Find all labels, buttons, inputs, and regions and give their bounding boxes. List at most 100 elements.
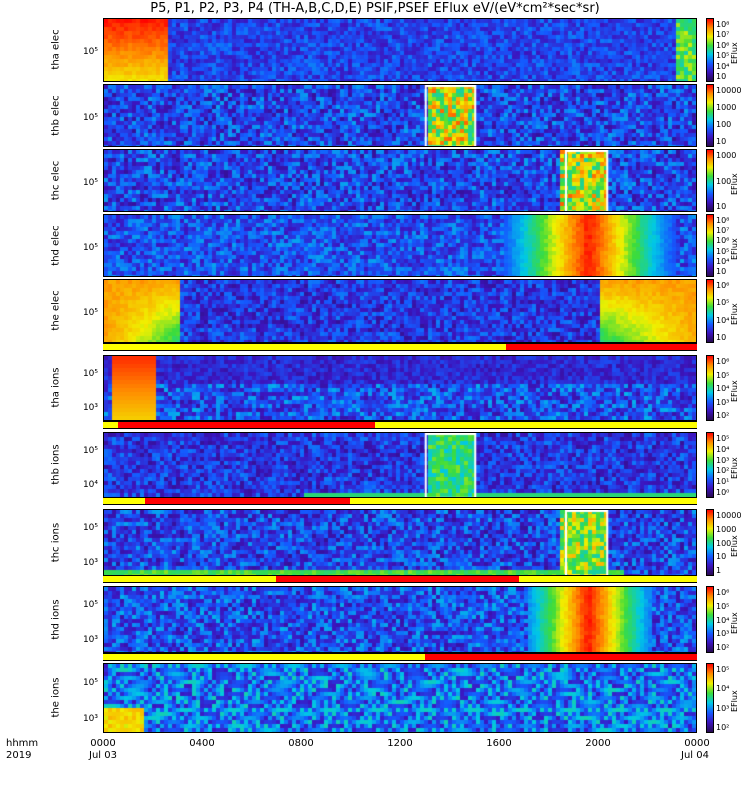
y-tick-label: 10⁵	[74, 113, 98, 123]
colorbar-tick-label: 10⁷	[716, 30, 729, 39]
panel-probe-label: tha ions	[51, 358, 62, 418]
colorbar-tick-label: 10⁴	[716, 684, 729, 693]
spectrogram-image	[104, 587, 697, 653]
spectrogram-panel-tha-ions	[103, 355, 697, 421]
orbit-phase-strip	[103, 343, 697, 351]
colorbar-tick-label: 10⁸	[716, 20, 729, 29]
colorbar-tick-label: 10⁶	[716, 357, 729, 366]
spectrogram-panel-thc-elec	[103, 149, 697, 212]
colorbar-tick-label: 10⁴	[716, 384, 729, 393]
y-tick-label: 10⁵	[74, 178, 98, 188]
spectrogram-image	[104, 150, 697, 212]
colorbar-tick-label: 10⁵	[716, 51, 729, 60]
colorbar-tick-label: 10000	[716, 86, 741, 95]
colorbar-tick-label: 10⁵	[716, 602, 729, 611]
colorbar	[706, 149, 714, 212]
orbit-phase-strip	[103, 653, 697, 661]
y-tick-label: 10³	[74, 635, 98, 645]
colorbar-tick-label: 10⁳	[716, 267, 726, 276]
spectrogram-panel-tha-elec	[103, 18, 697, 82]
spectrogram-image	[104, 85, 697, 147]
colorbar-title: EFlux	[730, 238, 739, 260]
colorbar	[706, 18, 714, 82]
strip-red-segment	[276, 576, 519, 582]
strip-red-segment	[506, 344, 697, 350]
colorbar-tick-label: 10²	[716, 643, 729, 652]
y-tick-label: 10⁵	[74, 600, 98, 610]
strip-red-segment	[118, 422, 375, 428]
colorbar-tick-label: 100	[716, 177, 731, 186]
strip-red-segment	[145, 498, 350, 504]
colorbar	[706, 432, 714, 498]
x-tick-label: 0000	[83, 738, 123, 749]
colorbar-tick-label: 100	[716, 120, 731, 129]
colorbar	[706, 214, 714, 277]
x-tick-label: 0800	[281, 738, 321, 749]
colorbar-tick-label: 10⁶	[716, 236, 729, 245]
panel-probe-label: tha elec	[51, 20, 62, 80]
colorbar-title: EFlux	[730, 42, 739, 64]
x-tick-label: 0400	[182, 738, 222, 749]
colorbar-tick-label: 10⁵	[716, 665, 729, 674]
y-tick-label: 10⁵	[74, 446, 98, 456]
y-tick-label: 10⁴	[74, 480, 98, 490]
colorbar-title: EFlux	[730, 612, 739, 634]
x-date-label-start: Jul 03	[83, 750, 123, 761]
colorbar-tick-label: 10⁵	[716, 247, 729, 256]
colorbar	[706, 663, 714, 733]
colorbar-title: EFlux	[730, 535, 739, 557]
colorbar-tick-label: 100	[716, 539, 731, 548]
colorbar-tick-label: 10²	[716, 466, 729, 475]
colorbar	[706, 279, 714, 343]
x-axis-unit-label: hhmm	[6, 738, 38, 749]
colorbar-tick-label: 10³	[716, 629, 729, 638]
colorbar-tick-label: 10⁶	[716, 281, 729, 290]
colorbar-tick-label: 10³	[716, 398, 729, 407]
colorbar-tick-label: 10⁴	[716, 62, 729, 71]
colorbar-title: EFlux	[730, 380, 739, 402]
y-tick-label: 10⁵	[74, 243, 98, 253]
spectrogram-image	[104, 664, 697, 733]
y-tick-label: 10⁵	[74, 523, 98, 533]
panel-probe-label: thd elec	[51, 215, 62, 275]
colorbar-title: EFlux	[730, 173, 739, 195]
y-tick-label: 10⁵	[74, 47, 98, 57]
colorbar-tick-label: 10⁶	[716, 41, 729, 50]
colorbar-tick-label: 10000	[716, 511, 741, 520]
x-tick-label: 1600	[479, 738, 519, 749]
spectrogram-panel-thb-ions	[103, 432, 697, 498]
y-tick-label: 10³	[74, 714, 98, 724]
colorbar	[706, 509, 714, 576]
colorbar-tick-label: 10	[716, 202, 726, 211]
colorbar-tick-label: 10³	[716, 456, 729, 465]
spectrogram-image	[104, 280, 697, 343]
colorbar-title: EFlux	[730, 690, 739, 712]
colorbar	[706, 586, 714, 653]
colorbar-tick-label: 10¹	[716, 477, 729, 486]
x-tick-label: 2000	[578, 738, 618, 749]
orbit-phase-strip	[103, 575, 697, 583]
orbit-phase-strip	[103, 421, 697, 429]
spectrogram-image	[104, 433, 697, 498]
panel-probe-label: thd ions	[51, 589, 62, 649]
spectrogram-image	[104, 356, 697, 421]
colorbar-tick-label: 10⁸	[716, 216, 729, 225]
y-tick-label: 10⁵	[74, 308, 98, 318]
x-axis-year-label: 2019	[6, 750, 31, 761]
colorbar-tick-label: 10⁵	[716, 434, 729, 443]
colorbar-tick-label: 10⁳	[716, 72, 726, 81]
panel-probe-label: thc ions	[51, 512, 62, 572]
colorbar-tick-label: 1000	[716, 151, 736, 160]
colorbar-tick-label: 1000	[716, 103, 736, 112]
x-date-label-end: Jul 04	[675, 750, 715, 761]
spectrogram-panel-thc-ions	[103, 509, 697, 576]
spectrogram-panel-thd-ions	[103, 586, 697, 653]
colorbar-tick-label: 10⁶	[716, 588, 729, 597]
spectrogram-panel-the-ions	[103, 663, 697, 733]
colorbar-tick-label: 10⁴	[716, 257, 729, 266]
colorbar-tick-label: 10⁴	[716, 445, 729, 454]
colorbar-tick-label: 10	[716, 137, 726, 146]
y-tick-label: 10⁵	[74, 369, 98, 379]
colorbar-tick-label: 10²	[716, 723, 729, 732]
colorbar-tick-label: 1	[716, 566, 721, 575]
